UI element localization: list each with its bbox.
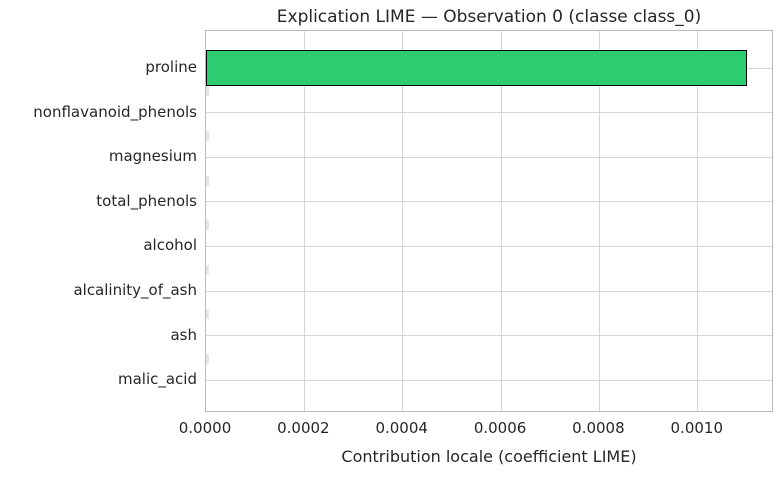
y-tick-label: alcohol [143,236,197,255]
x-gridline [402,31,404,411]
y-tick-label: total_phenols [96,191,197,210]
y-tick-label: magnesium [108,147,197,166]
zero-bar-stub [206,220,209,231]
x-gridline [598,31,600,411]
zero-bar-stub [206,264,209,275]
zero-bar-stub [206,309,209,320]
x-tick-label: 0.0004 [375,419,428,437]
y-tick-label: malic_acid [117,370,197,389]
zero-bar-stub [206,86,209,97]
y-gridline [206,112,772,114]
zero-bar-stub [206,130,209,141]
x-axis-label: Contribution locale (coefficient LIME) [341,447,637,466]
x-tick-label: 0.0002 [277,419,330,437]
y-gridline [206,201,772,203]
x-tick-label: 0.0006 [473,419,527,437]
zero-bar-stub [206,353,209,364]
y-gridline [206,335,772,337]
x-gridline [500,31,502,411]
bar-proline [206,50,747,86]
y-tick-label: nonflavanoid_phenols [33,102,197,121]
plot-area [205,30,773,412]
x-gridline [303,31,305,411]
y-tick-label: ash [170,325,197,344]
x-tick-label: 0.0010 [670,419,724,437]
y-gridline [206,156,772,158]
y-gridline [206,379,772,381]
y-gridline [206,290,772,292]
y-tick-label: alcalinity_of_ash [73,281,197,299]
zero-bar-stub [206,175,209,186]
chart-title: Explication LIME — Observation 0 (classe… [276,7,702,27]
y-gridline [206,245,772,247]
x-tick-label: 0.0008 [572,419,625,437]
y-tick-label: proline [145,58,197,76]
x-gridline [697,31,699,411]
x-tick-label: 0.0000 [178,419,232,437]
